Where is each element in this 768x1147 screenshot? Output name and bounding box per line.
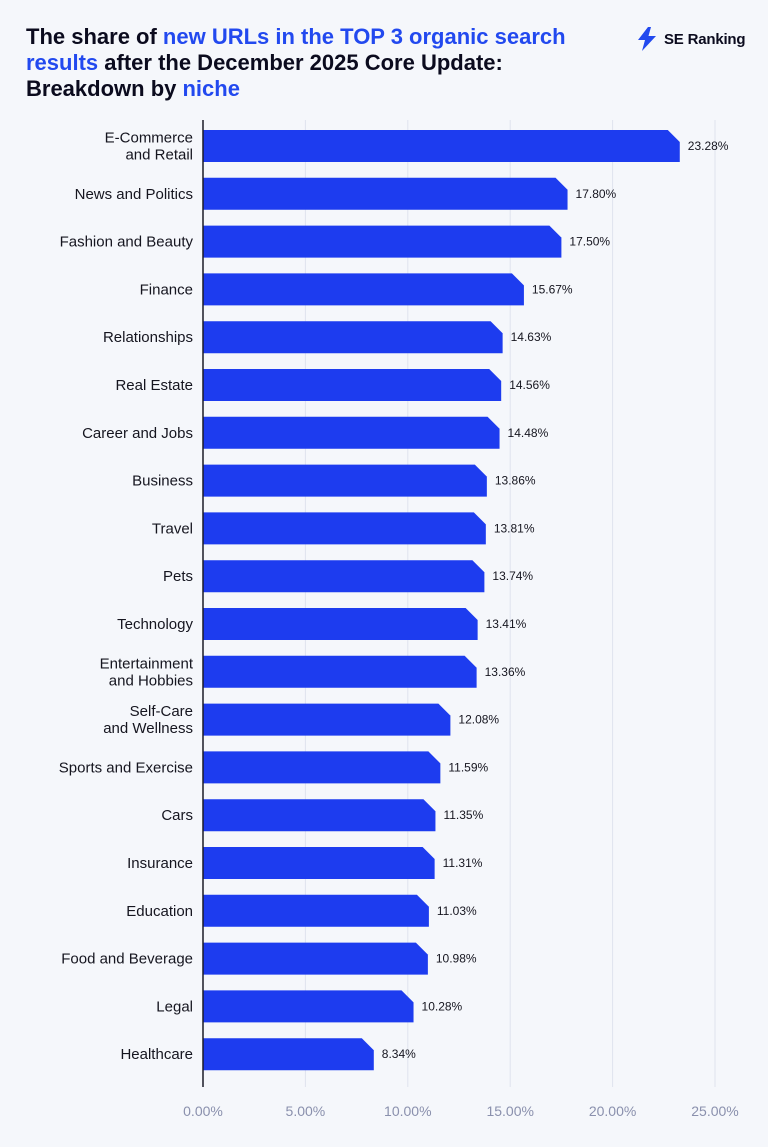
data-label: 17.80% (576, 187, 617, 201)
category-label-line: Entertainment (100, 655, 194, 672)
category-label-line: News and Politics (75, 186, 193, 203)
category-label: Pets (163, 568, 193, 585)
data-label: 14.56% (509, 378, 550, 392)
category-label: Insurance (127, 855, 193, 872)
bar (203, 608, 478, 640)
bar (203, 321, 503, 354)
category-label: Real Estate (115, 377, 193, 394)
category-label-line: Travel (152, 520, 193, 537)
category-label-line: Finance (140, 281, 193, 298)
chart-title: The share of new URLs in the TOP 3 organ… (26, 24, 606, 102)
data-label: 14.63% (511, 330, 552, 344)
category-label: Food and Beverage (61, 951, 193, 968)
bar (203, 177, 568, 210)
bar (203, 369, 502, 401)
data-label: 10.98% (436, 952, 477, 966)
category-label-line: Food and Beverage (61, 951, 193, 968)
data-label: 11.03% (437, 904, 477, 918)
data-label: 23.28% (688, 139, 729, 153)
bar (203, 942, 428, 975)
category-label: Fashion and Beauty (60, 234, 194, 251)
x-tick-label: 5.00% (286, 1103, 326, 1119)
category-label: Travel (152, 520, 193, 537)
category-label-line: Education (126, 903, 193, 920)
bar (203, 512, 486, 545)
category-label: Technology (117, 616, 193, 633)
data-label: 14.48% (508, 426, 549, 440)
data-label: 10.28% (422, 999, 463, 1013)
category-label: Business (132, 473, 193, 490)
category-label: Legal (156, 998, 193, 1015)
category-label-line: Sports and Exercise (59, 759, 193, 776)
data-label: 12.08% (458, 713, 499, 727)
bar (203, 464, 487, 497)
data-label: 15.67% (532, 282, 573, 296)
x-tick-label: 0.00% (183, 1103, 223, 1119)
category-label-line: Self-Care (130, 703, 193, 720)
bar (203, 799, 436, 832)
bar (203, 1038, 374, 1071)
category-label-line: Fashion and Beauty (60, 234, 194, 251)
category-label: Finance (140, 281, 193, 298)
bar (203, 894, 429, 927)
data-label: 11.59% (448, 760, 488, 774)
category-label-line: Real Estate (115, 377, 193, 394)
data-label: 13.81% (494, 521, 535, 535)
x-tick-label: 10.00% (384, 1103, 431, 1119)
x-tick-label: 20.00% (589, 1103, 636, 1119)
data-label: 8.34% (382, 1047, 416, 1061)
category-label-line: Legal (156, 998, 193, 1015)
data-label: 13.36% (485, 665, 526, 679)
category-label-line: Career and Jobs (82, 425, 193, 442)
category-label-line: Technology (117, 616, 193, 633)
bar (203, 273, 524, 306)
category-label-line: Insurance (127, 855, 193, 872)
category-label: Education (126, 903, 193, 920)
data-label: 17.50% (569, 235, 610, 249)
category-label: Healthcare (120, 1046, 193, 1063)
category-label: E-Commerce and Retail (105, 130, 193, 164)
category-label-line: Relationships (103, 329, 193, 346)
bar (203, 560, 485, 593)
category-label-line: Business (132, 473, 193, 490)
brand-logo: SE Ranking (636, 26, 746, 52)
bar (203, 751, 441, 784)
category-label: Relationships (103, 329, 193, 346)
category-label: Career and Jobs (82, 425, 193, 442)
title-segment: The share of (26, 24, 163, 49)
data-label: 13.74% (492, 569, 533, 583)
data-label: 11.35% (443, 808, 483, 822)
bar (203, 703, 451, 736)
category-label-line: Cars (161, 807, 193, 824)
title-segment: niche (182, 76, 240, 101)
bar (203, 847, 435, 879)
category-label-line: and Hobbies (109, 672, 193, 689)
bar (203, 225, 562, 258)
category-label-line: Pets (163, 568, 193, 585)
category-label-line: and Retail (125, 147, 193, 164)
title-segment: new URLs in the TOP 3 organic search res… (26, 24, 566, 75)
title-segment: after the December 2025 Core Update: Bre… (26, 50, 503, 101)
bar (203, 990, 414, 1023)
category-label: Sports and Exercise (59, 759, 193, 776)
x-tick-label: 25.00% (691, 1103, 738, 1119)
category-label-line: E-Commerce (105, 130, 193, 147)
x-tick-label: 15.00% (486, 1103, 533, 1119)
category-label: News and Politics (75, 186, 193, 203)
category-label: Cars (161, 807, 193, 824)
brand-name: SE Ranking (664, 30, 746, 48)
category-label: Entertainment and Hobbies (100, 655, 194, 689)
se-ranking-bolt-icon (638, 27, 656, 51)
bar (203, 130, 680, 162)
bar (203, 416, 500, 449)
category-label-line: and Wellness (103, 720, 193, 737)
data-label: 13.86% (495, 474, 536, 488)
category-label-line: Healthcare (120, 1046, 193, 1063)
data-label: 13.41% (486, 617, 527, 631)
data-label: 11.31% (443, 856, 483, 870)
bar (203, 655, 477, 688)
category-label: Self-Care and Wellness (103, 703, 193, 737)
